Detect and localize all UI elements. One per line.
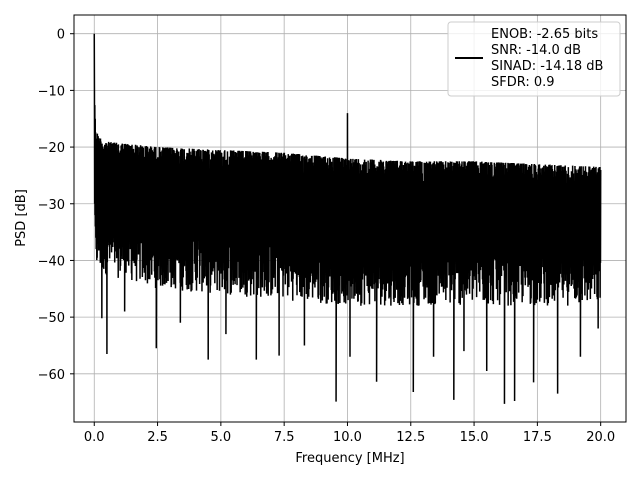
y-tick-label: −60 — [38, 368, 65, 383]
series-group — [93, 33, 602, 404]
plot-frame — [73, 14, 627, 423]
x-tick-label: 15.0 — [460, 430, 489, 445]
x-axis: 0.0 2.5 5.0 7.5 10.0 12.5 15.0 17.5 20.0 — [84, 422, 615, 445]
x-tick-label: 20.0 — [586, 430, 615, 445]
x-tick-label: 12.5 — [396, 430, 425, 445]
legend: ENOB: -2.65 bits SNR: -14.0 dB SINAD: -14.… — [447, 21, 621, 97]
y-tick-label: −10 — [38, 84, 65, 99]
y-tick-label: −50 — [38, 311, 65, 326]
psd-series-line — [93, 33, 602, 404]
legend-entry: ENOB: -2.65 bits SNR: -14.0 dB SINAD: -14.… — [491, 27, 603, 90]
x-tick-label: 0.0 — [84, 430, 105, 445]
legend-line-text: SNR: -14.0 dB — [491, 43, 581, 58]
y-tick-label: −30 — [38, 198, 65, 213]
y-tick-label: −40 — [38, 254, 65, 269]
x-tick-label: 5.0 — [211, 430, 232, 445]
legend-line-text: ENOB: -2.65 bits — [491, 27, 598, 42]
y-axis: 0 −10 −20 −30 −40 −50 −60 — [38, 28, 74, 383]
x-tick-label: 10.0 — [333, 430, 362, 445]
x-tick-label: 17.5 — [523, 430, 552, 445]
y-axis-label: PSD [dB] — [14, 189, 29, 247]
legend-line-text: SINAD: -14.18 dB — [491, 59, 603, 74]
legend-box — [447, 21, 621, 97]
legend-line-text: SFDR: 0.9 — [491, 75, 555, 90]
x-tick-label: 2.5 — [147, 430, 168, 445]
x-axis-label: Frequency [MHz] — [295, 451, 404, 466]
y-tick-label: 0 — [57, 28, 65, 43]
y-tick-label: −20 — [38, 141, 65, 156]
x-tick-label: 7.5 — [274, 430, 295, 445]
